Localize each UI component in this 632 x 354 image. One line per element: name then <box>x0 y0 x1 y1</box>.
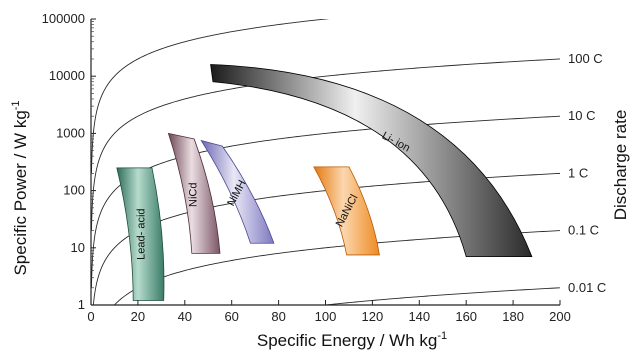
region-nicd <box>167 132 221 254</box>
discharge-rate-labels: 100 C 10 C 1 C 0.1 C 0.01 C <box>568 51 606 295</box>
discharge-curve <box>91 19 330 174</box>
region-nanicl <box>313 166 380 256</box>
tick-labels: 0 20 40 60 80 100 120 140 160 180 200 1 10 100 1000 100… <box>42 11 571 324</box>
region-label: NiCd <box>188 183 200 207</box>
x-tick-label: 100 <box>315 309 337 324</box>
y-tick-label: 10000 <box>49 68 85 83</box>
x-tick-label: 40 <box>178 309 192 324</box>
x-axis-title: Specific Energy / Wh kg-1 <box>257 330 447 350</box>
discharge-rate-label: 100 C <box>568 51 603 66</box>
x-tick-label: 200 <box>549 309 571 324</box>
region-lead-acid <box>116 167 165 301</box>
discharge-curve <box>321 287 560 305</box>
x-tick-label: 160 <box>455 309 477 324</box>
x-tick-label: 120 <box>362 309 384 324</box>
x-tick-label: 180 <box>502 309 524 324</box>
y-tick-label: 1000 <box>56 125 85 140</box>
x-tick-label: 60 <box>224 309 238 324</box>
region-nimh <box>200 139 275 244</box>
discharge-rate-label: 0.01 C <box>568 280 606 295</box>
x-tick-label: 80 <box>271 309 285 324</box>
discharge-rate-label: 1 C <box>568 165 588 180</box>
region-li-ion <box>210 64 533 258</box>
y-tick-label: 1 <box>78 297 85 312</box>
discharge-rate-label: 10 C <box>568 108 595 123</box>
y-tick-label: 100 <box>63 183 85 198</box>
y-axis-title: Specific Power / W kg-1 <box>10 100 30 275</box>
discharge-curve <box>91 58 560 231</box>
y-tick-label: 100000 <box>42 11 85 26</box>
axes <box>90 18 561 306</box>
discharge-rate-label: 0.1 C <box>568 223 599 238</box>
y-tick-label: 10 <box>71 240 85 255</box>
y2-axis-title: Discharge rate <box>611 110 630 221</box>
x-tick-label: 140 <box>408 309 430 324</box>
x-tick-label: 20 <box>131 309 145 324</box>
region-label: Lead- acid <box>135 208 147 259</box>
discharge-curve <box>113 230 560 305</box>
x-tick-label: 0 <box>87 309 94 324</box>
